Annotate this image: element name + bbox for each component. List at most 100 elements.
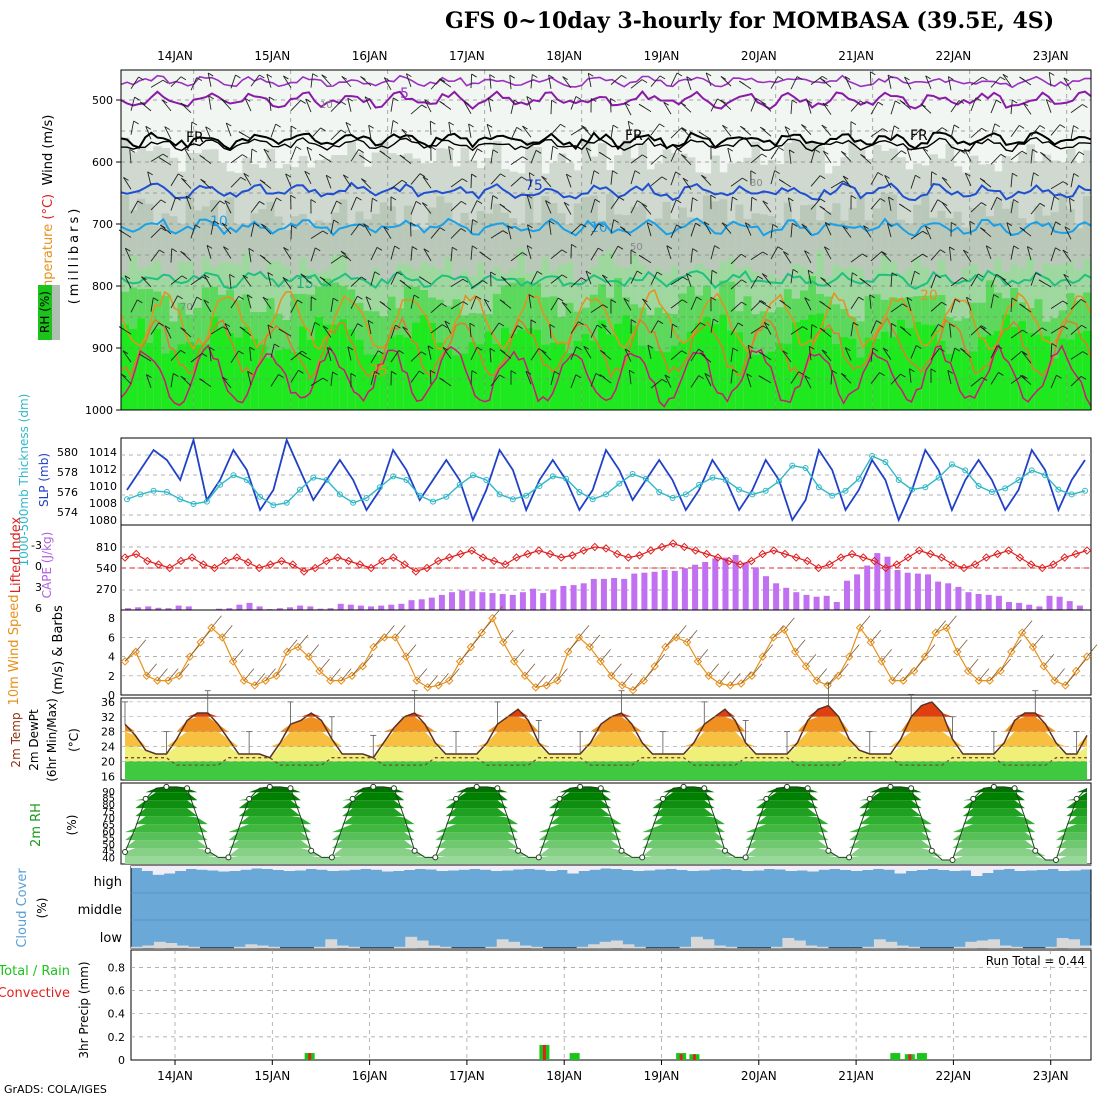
wind-barb-flag bbox=[759, 351, 765, 356]
wind-barb-flag bbox=[310, 199, 317, 203]
wind-barb bbox=[207, 72, 212, 87]
wind-barb bbox=[788, 149, 792, 164]
wind-barb bbox=[904, 76, 912, 90]
wind-barb bbox=[869, 71, 872, 86]
wind-barb bbox=[250, 201, 260, 213]
cape-bar bbox=[287, 607, 293, 610]
wind-barb bbox=[990, 372, 999, 385]
wind-barb-flag bbox=[819, 205, 825, 210]
thickness-point bbox=[948, 461, 955, 468]
wind-barb bbox=[969, 221, 972, 236]
cape-bar bbox=[783, 587, 790, 610]
wind-barb-flag bbox=[798, 371, 804, 376]
thickness-point bbox=[1015, 477, 1022, 483]
wind-barb bbox=[720, 99, 732, 110]
wind-barb bbox=[570, 346, 577, 360]
wind-barb bbox=[925, 225, 932, 240]
wind-barb-flag bbox=[762, 200, 769, 205]
wind-barb-flag bbox=[698, 131, 705, 136]
wind-barb bbox=[721, 222, 732, 234]
cloud-low-bar bbox=[805, 945, 818, 948]
wind-barb-flag bbox=[222, 376, 228, 381]
wind-barb-flag bbox=[882, 347, 889, 352]
precip-axis-label: 3hr Precip (mm) bbox=[77, 961, 91, 1058]
wind-barb-flag bbox=[301, 350, 308, 355]
wind-barb-flag bbox=[300, 273, 307, 278]
wind-barb bbox=[364, 96, 372, 110]
wind-barb bbox=[810, 324, 813, 339]
thickness-point bbox=[975, 483, 982, 489]
wind-barb bbox=[628, 370, 632, 385]
wind-barb-flag bbox=[599, 374, 606, 379]
wind-barb bbox=[1063, 274, 1072, 287]
wind-barb-flag bbox=[1040, 152, 1046, 156]
cloud-low-bar bbox=[588, 944, 600, 949]
wind-axis-label-units: (m/s) & Barbs bbox=[51, 605, 66, 695]
wind-barb bbox=[680, 102, 692, 113]
wind-barb bbox=[963, 249, 972, 263]
wind-barb bbox=[368, 125, 372, 140]
wind-barb-flag bbox=[159, 249, 165, 254]
li-point bbox=[557, 553, 566, 562]
wind-barb bbox=[964, 172, 972, 187]
wind-barb-flag bbox=[1006, 222, 1013, 227]
cape-bar bbox=[276, 608, 283, 610]
wind-barb-flag bbox=[844, 76, 851, 80]
wind-barb-flag bbox=[422, 176, 429, 181]
wind-barb bbox=[448, 146, 452, 161]
wind-barb-flag bbox=[209, 346, 215, 351]
precip-total-bar bbox=[916, 1053, 927, 1060]
wind-barb bbox=[630, 79, 643, 89]
wind-barb bbox=[1070, 324, 1082, 335]
cape-bar bbox=[925, 574, 931, 610]
wind-barb bbox=[224, 200, 232, 214]
wind-barb bbox=[686, 76, 692, 91]
wind-barb bbox=[146, 663, 157, 677]
li-point bbox=[870, 556, 879, 566]
wind-barb bbox=[570, 96, 577, 110]
wind-barb bbox=[450, 247, 453, 262]
isotherm-warm-2 bbox=[120, 343, 1092, 408]
wind-barb bbox=[970, 377, 983, 387]
wind-barb-flag bbox=[399, 279, 406, 284]
wind-barb-flag bbox=[239, 326, 246, 331]
wind-barb bbox=[170, 76, 182, 88]
wind-barb-flag bbox=[575, 96, 582, 100]
rh-point bbox=[535, 854, 542, 861]
li-point bbox=[825, 560, 834, 569]
wind-barb bbox=[761, 273, 772, 285]
wind-barb bbox=[203, 299, 212, 313]
rh-point bbox=[804, 785, 811, 792]
wind-barb-flag bbox=[462, 278, 469, 283]
wind-barb-flag bbox=[333, 219, 339, 224]
wind-barb bbox=[383, 226, 392, 239]
wind-barb bbox=[481, 620, 493, 633]
cloud-high-gap bbox=[643, 866, 656, 871]
wind-barb-flag bbox=[297, 299, 303, 304]
rh-point bbox=[908, 785, 915, 792]
cloud-high-gap bbox=[131, 866, 143, 868]
wind-barb bbox=[442, 346, 452, 359]
wind-barb-flag bbox=[998, 372, 1004, 376]
wind-barb-flag bbox=[247, 294, 253, 299]
thickness-point bbox=[829, 492, 836, 499]
wind-barb-flag bbox=[710, 145, 717, 149]
thickness-point bbox=[270, 502, 277, 509]
cape-bar bbox=[803, 594, 810, 610]
wind-barb bbox=[890, 150, 902, 161]
cloud-low-bar bbox=[508, 941, 520, 949]
rh-point bbox=[597, 785, 604, 792]
date-label-bottom: 16JAN bbox=[352, 1069, 388, 1083]
wind-barb bbox=[810, 198, 821, 210]
wind-barb bbox=[844, 347, 852, 361]
wind-barb bbox=[950, 299, 956, 313]
thickness-point bbox=[1028, 467, 1035, 474]
wind-barb bbox=[670, 224, 677, 238]
wind-barb-flag bbox=[746, 373, 752, 378]
wind-barb bbox=[666, 245, 672, 260]
wind-barb-flag bbox=[137, 299, 143, 304]
wind-barb bbox=[246, 294, 252, 309]
wind-barb-flag bbox=[173, 373, 179, 377]
rh-point bbox=[763, 795, 770, 802]
li-point bbox=[411, 567, 421, 576]
